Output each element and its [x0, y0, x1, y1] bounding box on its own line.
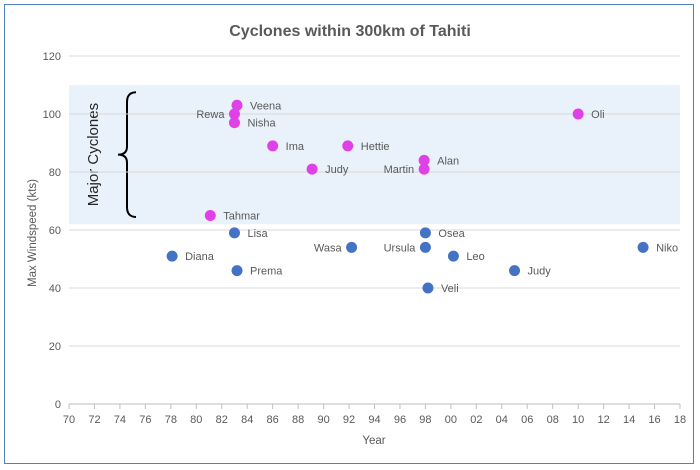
x-tick-label: 70: [63, 414, 75, 426]
x-tick-label: 98: [419, 414, 431, 426]
major-cyclones-band: [69, 85, 680, 225]
data-point: [306, 163, 318, 175]
x-tick-label: 02: [470, 414, 482, 426]
x-tick-label: 86: [267, 414, 279, 426]
axes: 70 72 74 76 78 80 82 84 86 88 90 92 94 96 98 00 02 04 06 08…: [43, 51, 686, 426]
data-point: [419, 241, 431, 253]
x-tick-label: 10: [572, 414, 584, 426]
data-point: [342, 140, 354, 152]
data-label: Rewa: [196, 109, 225, 121]
data-point: [204, 210, 216, 221]
x-tick-label: 92: [343, 414, 355, 426]
data-point: [637, 241, 649, 253]
y-axis-label: Max Windspeed (kts): [27, 179, 39, 287]
data-label: Osea: [438, 228, 465, 240]
data-label: Diana: [185, 251, 215, 263]
data-label: Niko: [656, 242, 678, 254]
data-point: [419, 227, 431, 239]
data-point: [228, 108, 240, 120]
y-tick-label: 20: [49, 341, 61, 353]
data-label: Tahmar: [223, 211, 260, 223]
data-label: Prema: [250, 266, 283, 278]
x-tick-label: 96: [394, 414, 406, 426]
data-point: [231, 99, 243, 111]
x-tick-label: 88: [292, 414, 304, 426]
data-label: Oli: [591, 109, 604, 121]
data-label: Ursula: [384, 242, 417, 254]
x-tick-label: 90: [317, 414, 329, 426]
data-point: [267, 140, 279, 152]
data-point: [422, 282, 434, 294]
data-label: Nisha: [247, 118, 276, 130]
data-point: [418, 154, 430, 166]
x-tick-label: 00: [445, 414, 457, 426]
data-label: Lisa: [247, 228, 268, 240]
data-point: [228, 227, 240, 239]
data-point: [418, 163, 430, 175]
gridlines: [69, 55, 680, 347]
scatter-chart: Cyclones within 300km of Tahiti Major Cy…: [27, 23, 686, 447]
x-tick-label: 84: [241, 414, 253, 426]
data-point: [231, 265, 243, 277]
y-tick-label: 120: [43, 51, 61, 63]
data-point: [447, 250, 459, 262]
data-label: Wasa: [314, 242, 343, 254]
highlight-band-layer: Major Cyclones: [69, 85, 680, 225]
chart-frame: Cyclones within 300km of Tahiti Major Cy…: [4, 4, 694, 464]
data-point: [346, 241, 358, 253]
x-tick-label: 78: [165, 414, 177, 426]
y-tick-label: 100: [43, 109, 61, 121]
x-tick-label: 14: [623, 414, 635, 426]
y-tick-label: 40: [49, 283, 61, 295]
x-tick-label: 74: [114, 414, 126, 426]
data-label: Ima: [286, 141, 305, 153]
data-label: Alan: [437, 155, 459, 167]
data-points: Veena Rewa Nisha Ima Hettie Judy Alan Martin Oli…: [166, 99, 678, 295]
data-point: [228, 117, 240, 129]
chart-title: Cyclones within 300km of Tahiti: [229, 23, 471, 40]
x-axis-label: Year: [362, 435, 385, 447]
curly-brace: [117, 91, 137, 218]
x-tick-label: 08: [547, 414, 559, 426]
x-tick-label: 16: [648, 414, 660, 426]
y-tick-label: 60: [49, 225, 61, 237]
data-label: Leo: [466, 251, 484, 263]
data-point: [572, 108, 584, 120]
data-label: Martin: [384, 164, 415, 176]
x-tick-label: 94: [368, 414, 380, 426]
data-point: [166, 250, 178, 262]
y-tick-label: 0: [55, 399, 61, 411]
x-tick-label: 82: [216, 414, 228, 426]
data-point: [509, 265, 521, 277]
data-label: Judy: [325, 164, 349, 176]
data-label: Judy: [528, 266, 552, 278]
data-label: Veli: [441, 283, 459, 295]
x-tick-label: 72: [88, 414, 100, 426]
x-tick-label: 12: [598, 414, 610, 426]
data-label: Hettie: [361, 141, 390, 153]
data-label: Veena: [250, 100, 282, 112]
x-tick-label: 04: [496, 414, 508, 426]
x-tick-label: 76: [139, 414, 151, 426]
x-tick-label: 06: [521, 414, 533, 426]
x-tick-label: 18: [674, 414, 686, 426]
major-cyclones-label: Major Cyclones: [85, 103, 102, 206]
x-tick-label: 80: [190, 414, 202, 426]
y-tick-label: 80: [49, 167, 61, 179]
